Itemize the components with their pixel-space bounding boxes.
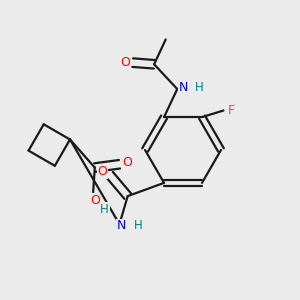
Text: F: F bbox=[228, 104, 235, 117]
Text: O: O bbox=[90, 194, 100, 207]
Text: O: O bbox=[121, 56, 130, 69]
Text: O: O bbox=[97, 165, 107, 178]
Text: N: N bbox=[116, 219, 126, 232]
Text: O: O bbox=[122, 156, 132, 169]
Text: H: H bbox=[134, 219, 143, 232]
Text: N: N bbox=[179, 81, 188, 94]
Text: H: H bbox=[194, 81, 203, 94]
Text: H: H bbox=[100, 203, 109, 216]
